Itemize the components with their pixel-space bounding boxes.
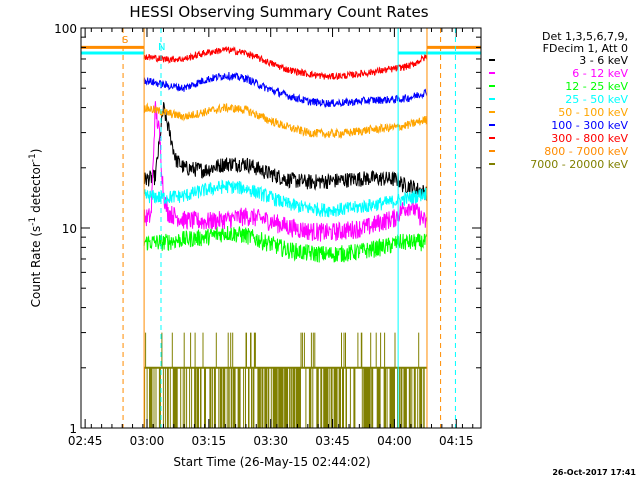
x-axis-label: Start Time (26-May-15 02:44:02) xyxy=(173,455,370,469)
y-tick-label: 100 xyxy=(54,22,77,36)
series-line-25-to-50kev xyxy=(143,179,428,218)
series-line-12-to-25kev xyxy=(143,225,428,263)
legend-entry: 12 - 25 keV xyxy=(565,80,628,93)
legend-entry: 100 - 300 keV xyxy=(551,119,628,132)
series-line-100-to-300kev xyxy=(143,71,428,109)
legend-header-line: FDecim 1, Att 0 xyxy=(543,42,628,55)
legend-entry: 6 - 12 keV xyxy=(572,67,628,80)
y-axis-label: Count Rate (s-1 detector-1) xyxy=(28,149,43,308)
y-tick-label: 1 xyxy=(69,422,77,436)
series-line-3-to-6kev xyxy=(143,102,428,201)
legend: Det 1,3,5,6,7,9,FDecim 1, Att 03 - 6 keV… xyxy=(489,30,628,171)
series-line-300-to-800kev xyxy=(143,46,428,80)
y-tick-label: 10 xyxy=(62,222,77,236)
generation-timestamp: 26-Oct-2017 17:41 xyxy=(552,468,636,477)
legend-entry: 300 - 800 keV xyxy=(551,132,628,145)
plot-area xyxy=(80,28,481,428)
legend-entry: 3 - 6 keV xyxy=(579,54,628,67)
legend-entry: 800 - 7000 keV xyxy=(544,145,628,158)
series-line-7000-20000-kev xyxy=(144,332,425,428)
x-tick-label: 04:00 xyxy=(377,434,412,448)
x-tick-label: 02:45 xyxy=(68,434,103,448)
x-tick-label: 03:30 xyxy=(253,434,288,448)
axes: 02:45 03:00 03:15 03:30 03:45 04:00 04:15 100 10… xyxy=(54,22,482,448)
chart-title: HESSI Observing Summary Count Rates xyxy=(129,3,428,21)
x-tick-label: 03:15 xyxy=(192,434,227,448)
x-tick-label: 04:15 xyxy=(439,434,474,448)
saa-marker-label: S xyxy=(122,35,128,46)
series-line-50-to-100kev xyxy=(143,102,428,139)
legend-entry: 7000 - 20000 keV xyxy=(530,158,628,171)
legend-entry: 50 - 100 keV xyxy=(558,106,628,119)
x-tick-label: 03:00 xyxy=(130,434,165,448)
series-line-6-to-12kev xyxy=(143,101,428,242)
x-tick-label: 03:45 xyxy=(315,434,350,448)
night-marker-label: N xyxy=(158,42,165,53)
legend-entry: 25 - 50 keV xyxy=(565,93,628,106)
legend-header-line: Det 1,3,5,6,7,9, xyxy=(542,30,628,43)
